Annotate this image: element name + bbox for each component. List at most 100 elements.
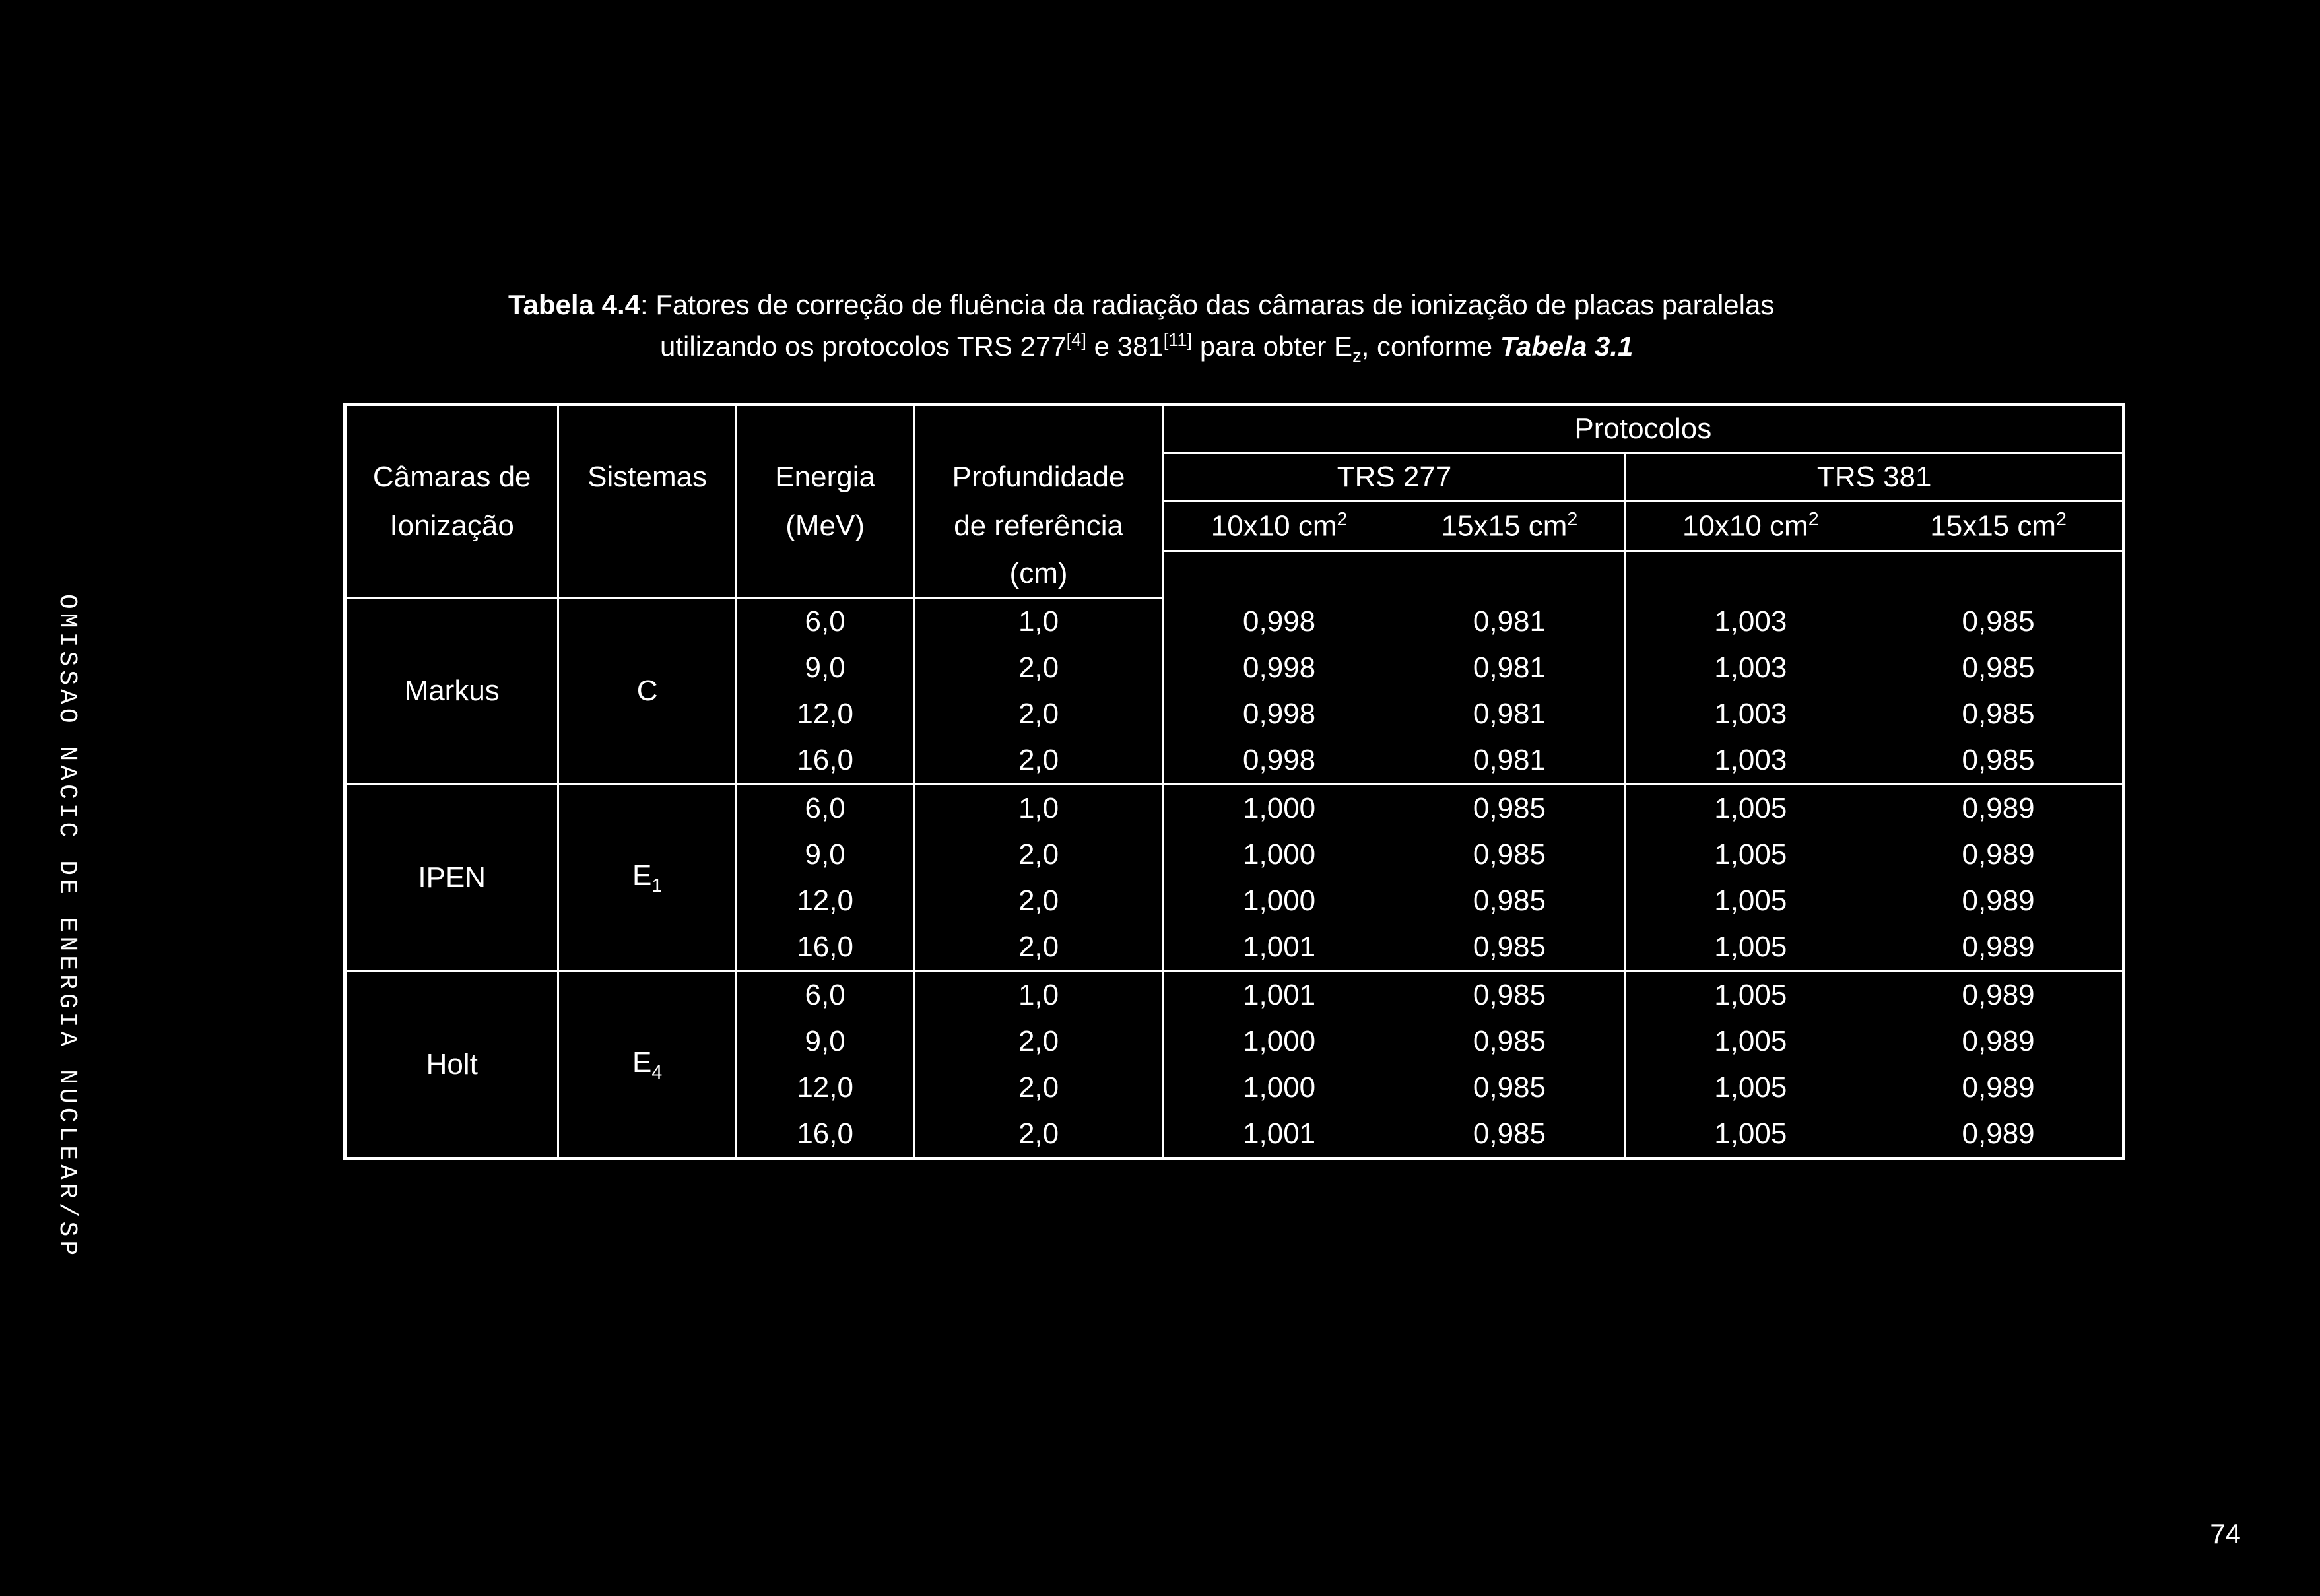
caption-sup1: [4]	[1067, 329, 1086, 350]
header-protocolos: Protocolos	[1163, 405, 2123, 453]
cell-profundidade: 2,0	[914, 832, 1163, 878]
caption-text-1: : Fatores de correção de fluência da rad…	[640, 289, 1774, 320]
table-header-row: Protocolos	[345, 405, 2124, 453]
cell-trs277-15: 0,981	[1395, 691, 1626, 737]
cell-trs381-10: 1,005	[1626, 924, 1874, 972]
cell-trs381-15: 0,989	[1874, 1065, 2123, 1111]
cell-trs277-15: 0,985	[1395, 924, 1626, 972]
table-header-row: (cm)	[345, 550, 2124, 598]
header-cell	[558, 405, 737, 453]
cell-trs277-10: 0,998	[1163, 737, 1394, 785]
cell-trs381-10: 1,005	[1626, 972, 1874, 1019]
caption-text-2c: para obter E	[1192, 331, 1352, 362]
cell-sistema: E4	[558, 972, 737, 1159]
cell-energia: 6,0	[736, 972, 914, 1019]
cell-energia: 9,0	[736, 832, 914, 878]
cell-profundidade: 2,0	[914, 691, 1163, 737]
page-number: 74	[2210, 1518, 2241, 1550]
cell-trs277-15: 0,985	[1395, 1065, 1626, 1111]
cell-trs277-10: 1,001	[1163, 1111, 1394, 1159]
cell-energia: 12,0	[736, 878, 914, 924]
table-row: IPENE16,01,01,0000,9851,0050,989	[345, 785, 2124, 832]
header-camaras: Câmaras de	[345, 453, 558, 502]
table-header-row: Ionização (MeV) de referência 10x10 cm2 …	[345, 502, 2124, 551]
cell-trs381-15: 0,989	[1874, 832, 2123, 878]
table-caption: Tabela 4.4: Fatores de correção de fluên…	[343, 284, 2125, 370]
header-cell	[736, 405, 914, 453]
cell-trs381-10: 1,003	[1626, 691, 1874, 737]
header-field-10: 10x10 cm2	[1163, 502, 1394, 551]
cell-trs277-10: 1,001	[1163, 924, 1394, 972]
cell-trs277-10: 0,998	[1163, 691, 1394, 737]
cell-trs277-15: 0,981	[1395, 645, 1626, 691]
cell-camara: IPEN	[345, 785, 558, 972]
cell-trs381-10: 1,005	[1626, 785, 1874, 832]
cell-profundidade: 1,0	[914, 598, 1163, 646]
cell-energia: 16,0	[736, 1111, 914, 1159]
header-sistemas: Sistemas	[558, 453, 737, 502]
cell-trs381-10: 1,005	[1626, 878, 1874, 924]
cell-trs277-10: 1,000	[1163, 1018, 1394, 1065]
cell-trs277-10: 1,000	[1163, 1065, 1394, 1111]
cell-trs381-15: 0,989	[1874, 1018, 2123, 1065]
cell-profundidade: 2,0	[914, 1111, 1163, 1159]
cell-trs277-15: 0,985	[1395, 1018, 1626, 1065]
header-cell	[1626, 550, 1874, 598]
header-field-15: 15x15 cm2	[1395, 502, 1626, 551]
header-energia: Energia	[736, 453, 914, 502]
header-field-10: 10x10 cm2	[1626, 502, 1874, 551]
caption-text-2b: e 381	[1086, 331, 1164, 362]
cell-trs381-15: 0,985	[1874, 598, 2123, 646]
header-cell	[558, 502, 737, 551]
cell-profundidade: 2,0	[914, 1065, 1163, 1111]
cell-trs381-15: 0,985	[1874, 645, 2123, 691]
caption-sup2: [11]	[1164, 329, 1193, 350]
cell-trs277-10: 0,998	[1163, 598, 1394, 646]
cell-profundidade: 1,0	[914, 785, 1163, 832]
cell-energia: 6,0	[736, 785, 914, 832]
cell-trs381-15: 0,989	[1874, 878, 2123, 924]
caption-text-2d: , conforme	[1362, 331, 1500, 362]
cell-trs277-10: 1,000	[1163, 785, 1394, 832]
header-cell	[345, 550, 558, 598]
cell-profundidade: 1,0	[914, 972, 1163, 1019]
cell-trs381-15: 0,989	[1874, 1111, 2123, 1159]
header-profundidade: Profundidade	[914, 453, 1163, 502]
cell-energia: 6,0	[736, 598, 914, 646]
cell-profundidade: 2,0	[914, 1018, 1163, 1065]
data-table: Protocolos Câmaras de Sistemas Energia P…	[343, 403, 2125, 1160]
cell-profundidade: 2,0	[914, 645, 1163, 691]
cell-trs381-15: 0,989	[1874, 924, 2123, 972]
cell-trs381-10: 1,005	[1626, 832, 1874, 878]
cell-energia: 16,0	[736, 924, 914, 972]
caption-label: Tabela 4.4	[508, 289, 640, 320]
cell-trs381-10: 1,005	[1626, 1065, 1874, 1111]
header-trs381: TRS 381	[1626, 453, 2124, 502]
header-referencia: de referência	[914, 502, 1163, 551]
header-field-15: 15x15 cm2	[1874, 502, 2123, 551]
main-content: Tabela 4.4: Fatores de correção de fluên…	[343, 284, 2125, 1160]
sidebar-text: OMISSAO NACIC DE ENERGIA NUCLEAR/SP	[53, 594, 81, 1259]
cell-profundidade: 2,0	[914, 924, 1163, 972]
cell-trs277-10: 1,001	[1163, 972, 1394, 1019]
header-cell	[345, 405, 558, 453]
cell-trs277-15: 0,981	[1395, 737, 1626, 785]
cell-camara: Holt	[345, 972, 558, 1159]
header-cell	[1874, 550, 2123, 598]
header-trs277: TRS 277	[1163, 453, 1626, 502]
cell-trs277-15: 0,985	[1395, 972, 1626, 1019]
cell-sistema: C	[558, 598, 737, 785]
cell-profundidade: 2,0	[914, 878, 1163, 924]
cell-camara: Markus	[345, 598, 558, 785]
cell-sistema: E1	[558, 785, 737, 972]
header-mev: (MeV)	[736, 502, 914, 551]
cell-trs381-15: 0,989	[1874, 785, 2123, 832]
cell-trs277-15: 0,985	[1395, 1111, 1626, 1159]
cell-trs277-15: 0,985	[1395, 878, 1626, 924]
cell-trs381-10: 1,003	[1626, 737, 1874, 785]
table-row: MarkusC6,01,00,9980,9811,0030,985	[345, 598, 2124, 646]
header-cell	[914, 405, 1163, 453]
cell-trs277-10: 1,000	[1163, 878, 1394, 924]
cell-trs381-10: 1,005	[1626, 1018, 1874, 1065]
cell-trs381-10: 1,005	[1626, 1111, 1874, 1159]
